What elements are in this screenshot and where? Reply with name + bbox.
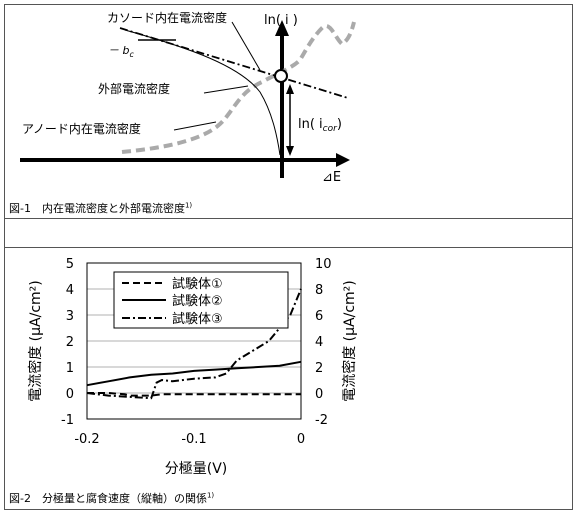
right-tick-label: 4	[315, 335, 323, 350]
right-tick-label: -2	[315, 413, 328, 428]
x-axis-arrow	[336, 153, 350, 167]
figure2-caption: 図-2 分極量と腐食速度（縦軸）の関係1)	[9, 491, 215, 505]
x-tick-label: -0.1	[181, 432, 206, 447]
delta-e-label: ⊿E	[322, 170, 341, 185]
figure1-caption: 図-1 内在電流密度と外部電流密度1)	[9, 201, 193, 215]
bc-label: － bc	[108, 44, 134, 59]
x-tick-label: 0	[297, 432, 305, 447]
plot-area	[86, 262, 302, 420]
right-tick-labels: -2 0 2 4 6 8 10	[315, 257, 332, 428]
left-tick-label: 0	[66, 387, 74, 402]
legend-label-3: 試験体③	[172, 311, 223, 327]
series-line-3	[86, 288, 302, 400]
right-tick-label: 8	[315, 283, 323, 298]
legend-label-1: 試験体①	[172, 276, 223, 292]
left-tick-label: -1	[61, 413, 74, 428]
y-axis-label-right: 電流密度 (μA/cm²)	[341, 280, 358, 402]
figure1-diagram: カソード内在電流密度 － bc 外部電流密度 アノード内在電流密度 ln( i …	[20, 10, 356, 185]
right-tick-label: 0	[315, 387, 323, 402]
x-tick-labels: -0.2 -0.1 0	[74, 432, 305, 447]
intersection-point	[274, 69, 288, 83]
right-tick-label: 2	[315, 361, 323, 376]
y-axis-arrow	[275, 20, 289, 36]
external-curve	[124, 29, 281, 156]
chart-series	[86, 288, 302, 400]
icor-arrow-head-bottom	[286, 146, 294, 156]
ln-i-label: ln( i )	[264, 13, 298, 28]
external-label: 外部電流密度	[98, 81, 170, 96]
y-axis-label-left: 電流密度 (μA/cm²)	[27, 280, 44, 402]
cathode-label: カソード内在電流密度	[107, 10, 227, 25]
left-tick-label: 2	[66, 335, 74, 350]
anode-leader	[173, 121, 217, 131]
left-tick-label: 4	[66, 283, 74, 298]
left-tick-label: 1	[66, 361, 74, 376]
external-leader	[203, 85, 249, 94]
x-axis-label: 分極量(V)	[165, 461, 228, 477]
series-line-1	[87, 392, 301, 397]
cathode-leader	[231, 21, 261, 71]
left-tick-labels: -1 0 1 2 3 4 5	[61, 257, 74, 428]
figure2-frame	[4, 247, 573, 510]
right-tick-label: 10	[315, 257, 332, 272]
legend-label-2: 試験体②	[172, 293, 223, 309]
left-tick-label: 3	[66, 309, 74, 324]
series-line-2	[86, 360, 302, 387]
x-tick-label: -0.2	[74, 432, 99, 447]
icor-arrow-head-top	[286, 84, 294, 94]
ln-icor-label: ln( icor)	[298, 117, 342, 134]
right-tick-label: 6	[315, 309, 323, 324]
left-tick-label: 5	[66, 257, 74, 272]
anode-label: アノード内在電流密度	[22, 121, 141, 136]
